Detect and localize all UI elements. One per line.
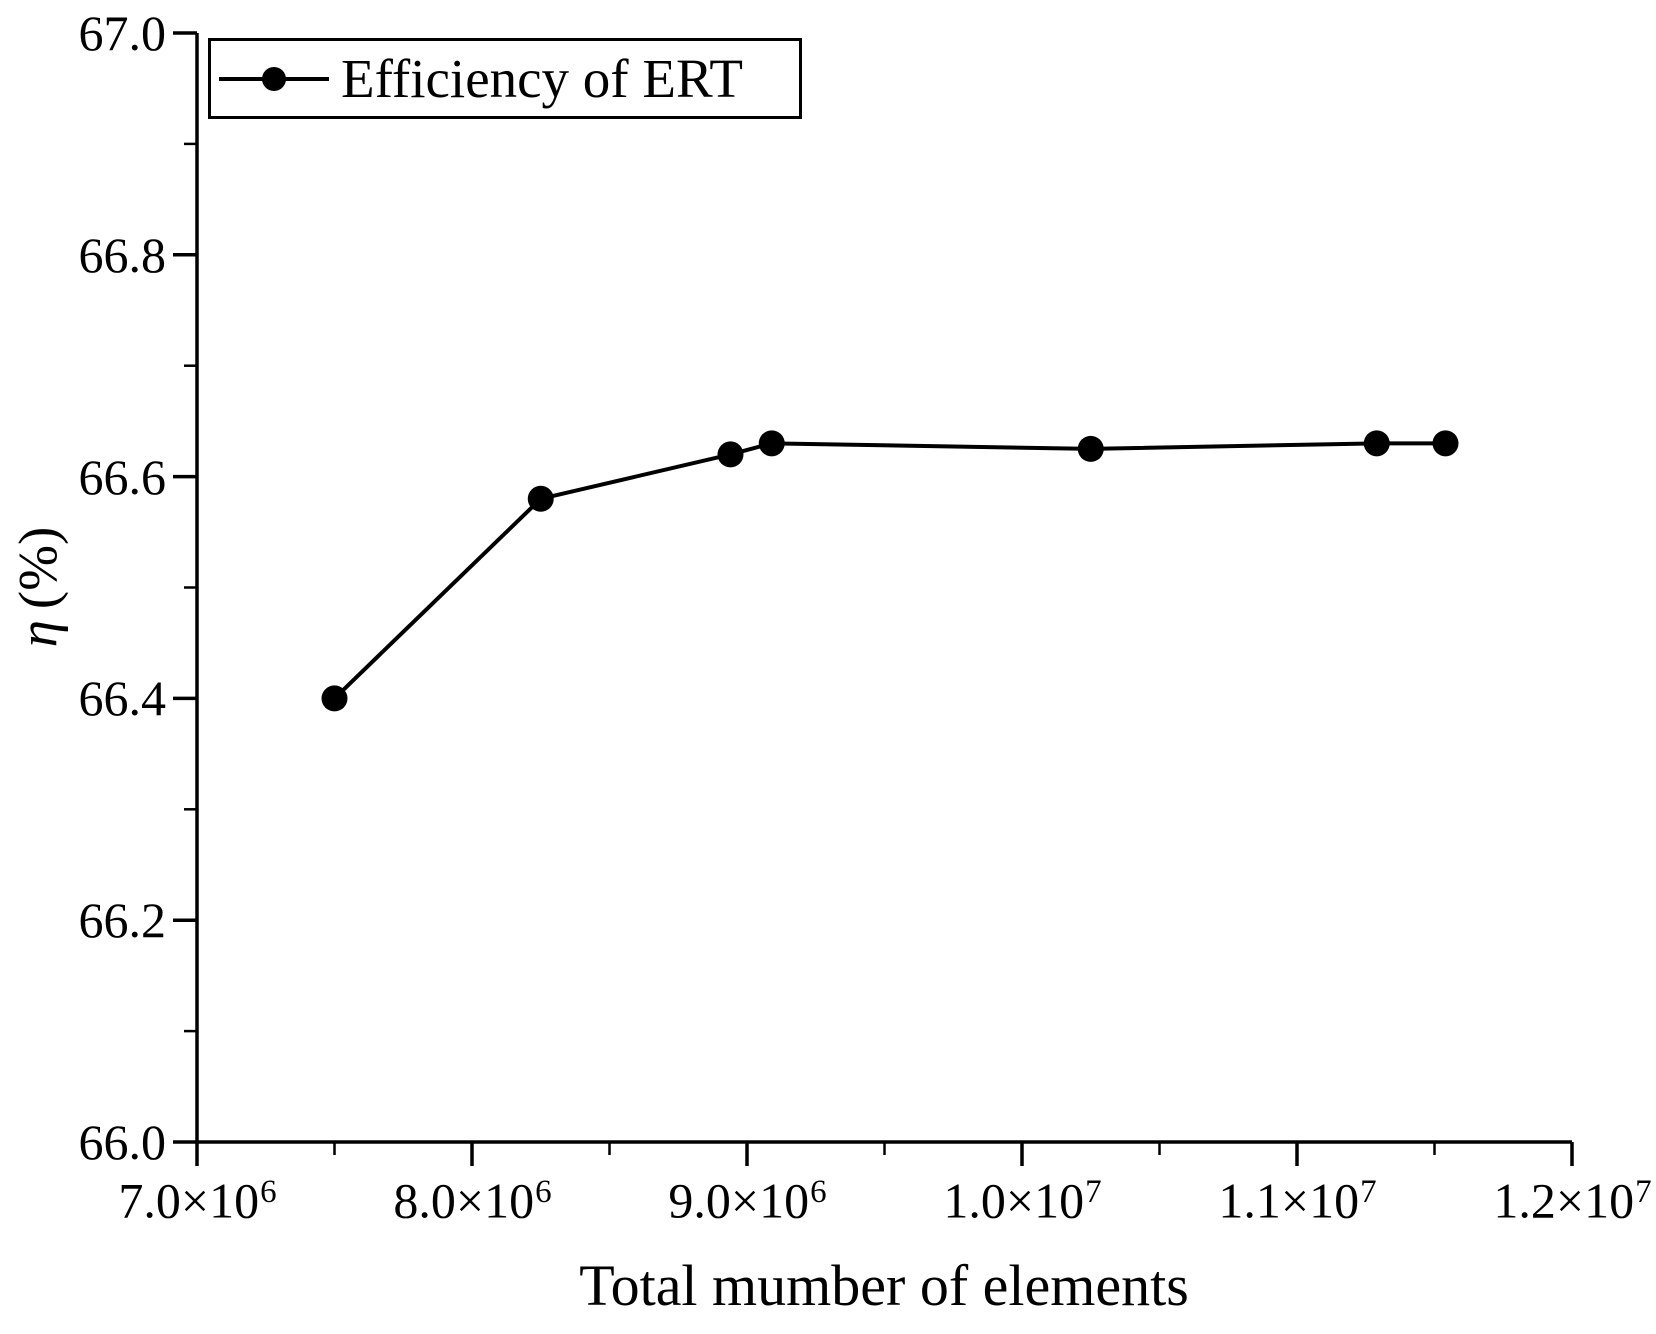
x-tick-label: 1.2×107 [1493,1172,1652,1229]
data-point [758,430,785,457]
x-tick-label: 1.1×107 [1218,1172,1377,1229]
data-point [717,441,744,468]
x-axis-title: Total mumber of elements [579,1253,1189,1318]
axis-spines [195,33,1572,1144]
y-tick-label: 66.6 [78,448,167,505]
data-line [333,441,1446,700]
x-tick-label: 7.0×106 [118,1172,277,1229]
eta-symbol: η [7,620,69,648]
data-point [527,485,554,512]
x-tick-label: 1.0×107 [943,1172,1102,1229]
y-tick-label: 66.2 [78,892,167,949]
y-tick-label: 67.0 [78,5,167,61]
data-point [321,685,348,712]
x-tick-label: 8.0×106 [393,1172,552,1229]
data-point [1432,430,1459,457]
data-point [1077,435,1104,462]
data-point [1363,430,1390,457]
y-tick-label: 66.4 [78,670,167,727]
x-tick-label: 9.0×106 [668,1172,827,1229]
y-tick-label: 66.0 [78,1114,167,1170]
y-axis-unit: (%) [7,526,69,610]
y-tick-label: 66.8 [78,226,167,283]
legend-box: Efficiency of ERT [208,38,802,119]
legend-label: Efficiency of ERT [341,48,743,109]
legend-marker-icon [219,66,329,91]
y-axis-title: η (%) [7,527,70,648]
